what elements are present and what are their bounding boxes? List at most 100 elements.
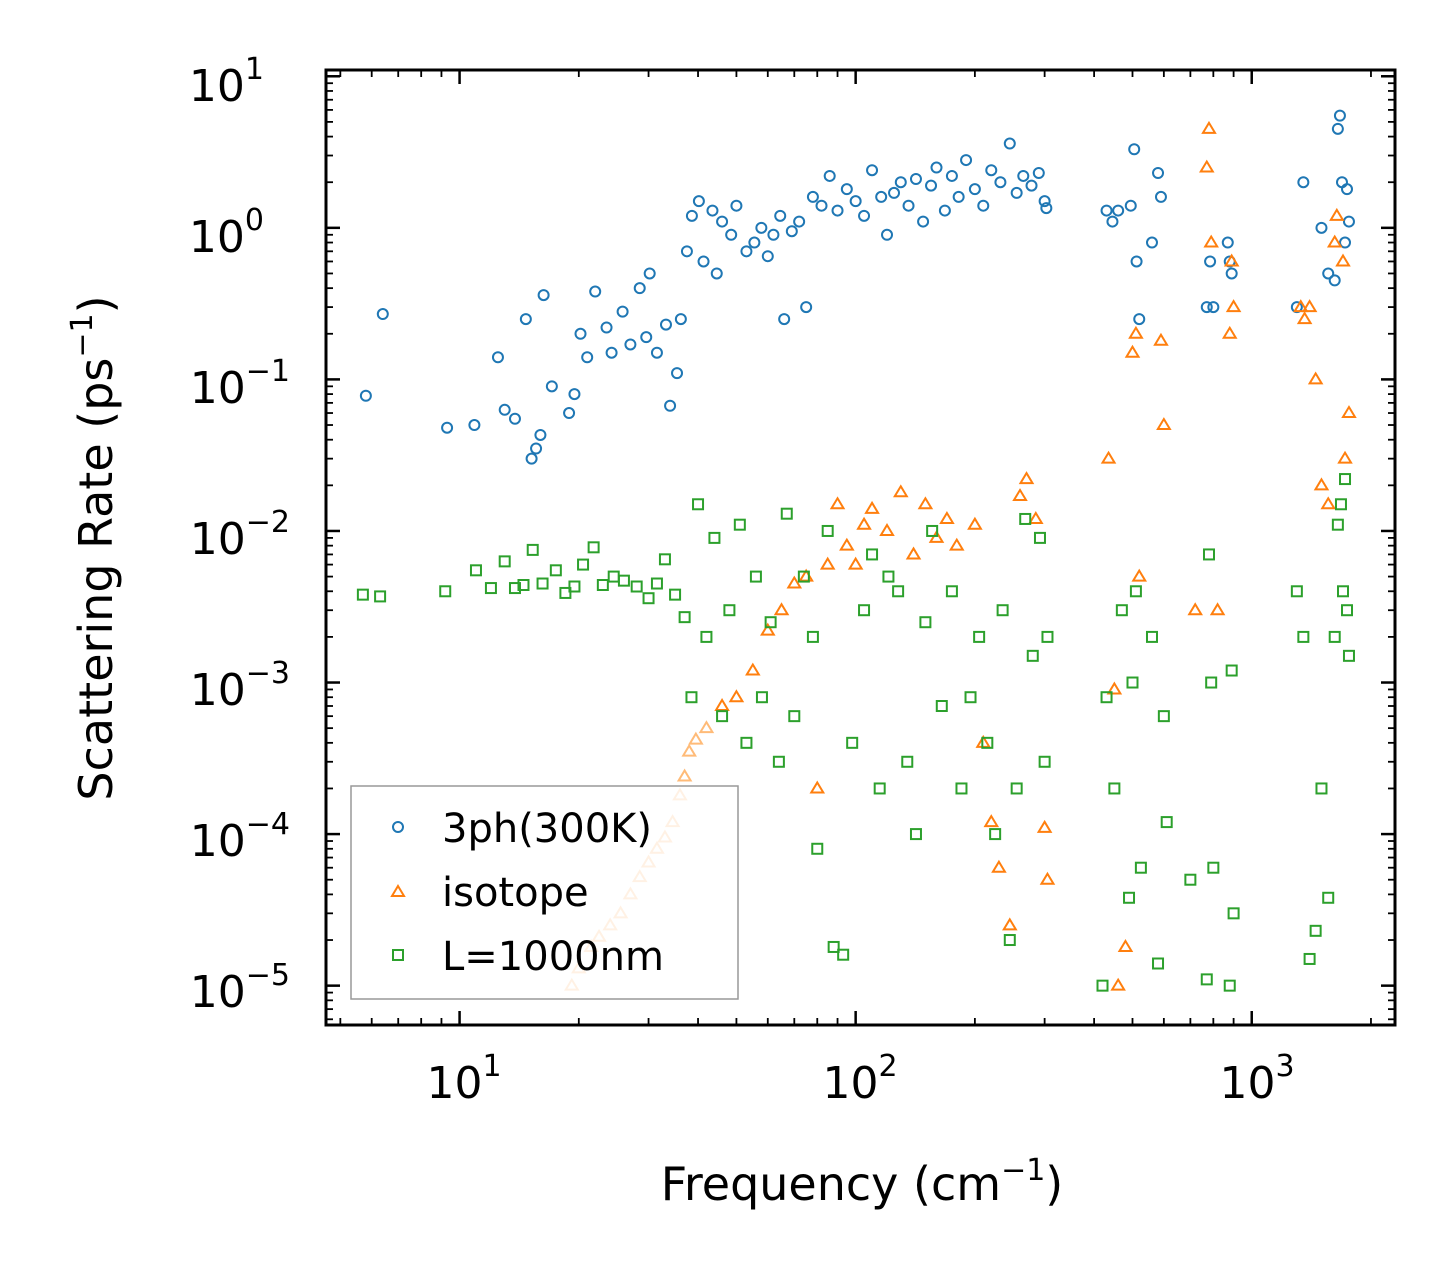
data-point bbox=[725, 228, 738, 241]
data-point bbox=[1110, 977, 1126, 991]
data-point bbox=[678, 611, 691, 624]
data-point bbox=[706, 204, 719, 217]
data-point bbox=[688, 731, 704, 745]
data-point bbox=[879, 523, 895, 536]
data-point bbox=[1025, 179, 1038, 192]
data-point bbox=[827, 940, 840, 953]
data-point bbox=[748, 236, 761, 249]
data-point bbox=[1036, 819, 1053, 833]
data-point bbox=[740, 736, 753, 749]
data-point bbox=[780, 507, 793, 520]
data-point bbox=[674, 313, 687, 326]
data-point bbox=[1337, 585, 1350, 598]
data-point bbox=[1315, 221, 1328, 234]
data-point bbox=[1335, 253, 1351, 267]
data-point bbox=[755, 691, 768, 704]
x-axis-title: Frequency (cm−1) bbox=[661, 1153, 1064, 1211]
data-point bbox=[1184, 873, 1197, 886]
data-point bbox=[356, 588, 369, 601]
data-point bbox=[761, 250, 774, 263]
data-point bbox=[1160, 816, 1173, 829]
data-point bbox=[730, 199, 743, 212]
data-point bbox=[968, 183, 981, 196]
data-point bbox=[764, 616, 777, 629]
data-point bbox=[607, 570, 620, 583]
data-point bbox=[749, 570, 762, 583]
data-point bbox=[778, 313, 791, 326]
major-ticks bbox=[326, 70, 1395, 1025]
data-point bbox=[563, 407, 576, 420]
data-point bbox=[1128, 143, 1141, 156]
data-point bbox=[498, 403, 511, 416]
data-point bbox=[534, 428, 547, 441]
data-point bbox=[525, 452, 538, 465]
data-point bbox=[1026, 649, 1039, 662]
data-point bbox=[1313, 477, 1330, 491]
data-point bbox=[1200, 301, 1213, 314]
data-point bbox=[508, 582, 521, 595]
data-point bbox=[1134, 861, 1147, 874]
data-point bbox=[917, 496, 934, 510]
data-point bbox=[1296, 311, 1313, 325]
data-point bbox=[468, 419, 481, 432]
data-point bbox=[1297, 176, 1310, 189]
data-point bbox=[745, 662, 761, 676]
data-point bbox=[1202, 548, 1215, 561]
series-L=1000nm bbox=[356, 473, 1355, 992]
data-point bbox=[1204, 255, 1217, 268]
data-point bbox=[1200, 973, 1213, 986]
data-point bbox=[935, 700, 948, 713]
y-axis-title: Scattering Rate (ps−1) bbox=[65, 295, 123, 800]
series-3ph(300K) bbox=[359, 109, 1355, 465]
data-point bbox=[786, 575, 803, 589]
data-point bbox=[977, 199, 990, 212]
data-point bbox=[659, 318, 672, 331]
data-point bbox=[359, 389, 372, 402]
data-point bbox=[1117, 939, 1134, 952]
data-point bbox=[508, 412, 521, 425]
data-point bbox=[1157, 710, 1170, 723]
data-point bbox=[815, 199, 828, 212]
y-tick-label-1e0: 100 bbox=[189, 203, 264, 263]
data-point bbox=[797, 570, 810, 583]
legend: 3ph(300K) isotope L=1000nm bbox=[350, 785, 739, 1000]
data-point bbox=[681, 743, 697, 757]
data-point bbox=[991, 859, 1007, 873]
data-point bbox=[809, 780, 826, 794]
data-point bbox=[650, 346, 663, 359]
data-point bbox=[1003, 137, 1016, 150]
data-point bbox=[374, 590, 387, 603]
data-point bbox=[1032, 167, 1045, 180]
data-point bbox=[1339, 473, 1352, 486]
data-point bbox=[839, 537, 855, 551]
data-point bbox=[1106, 215, 1119, 228]
x-tick-label-1000: 103 bbox=[1219, 1049, 1294, 1109]
data-point bbox=[676, 768, 693, 782]
data-point bbox=[692, 498, 705, 511]
y-tick-label-1e1: 101 bbox=[189, 52, 264, 112]
data-point bbox=[1290, 585, 1303, 598]
data-point bbox=[574, 327, 587, 340]
data-point bbox=[773, 602, 790, 616]
data-point bbox=[981, 736, 994, 749]
data-point bbox=[901, 755, 914, 768]
data-point bbox=[685, 209, 698, 222]
minor-ticks bbox=[326, 70, 1395, 1025]
data-point bbox=[685, 691, 698, 704]
data-point bbox=[821, 524, 834, 537]
legend-label-isotope: isotope bbox=[442, 870, 589, 916]
data-point bbox=[1225, 267, 1238, 280]
data-point bbox=[788, 710, 801, 723]
data-point bbox=[892, 585, 905, 598]
data-point bbox=[864, 500, 880, 514]
data-point bbox=[605, 346, 618, 359]
data-point bbox=[469, 564, 482, 577]
data-point bbox=[1297, 630, 1310, 643]
data-point bbox=[1309, 924, 1322, 937]
data-point bbox=[755, 221, 768, 234]
data-point bbox=[1145, 236, 1158, 249]
data-point bbox=[1017, 169, 1030, 182]
data-point bbox=[926, 524, 939, 537]
data-point bbox=[1207, 301, 1220, 314]
